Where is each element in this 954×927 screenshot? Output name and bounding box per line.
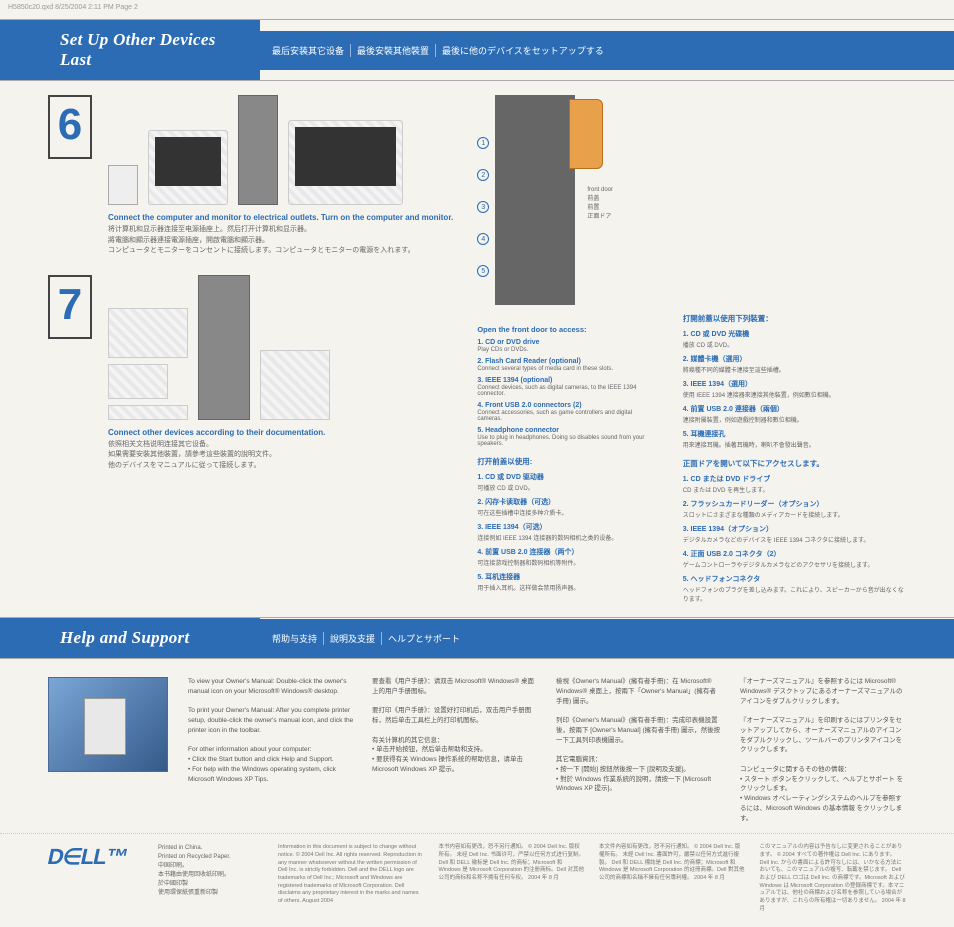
dell-logo-icon: D∈LL™ <box>45 844 141 870</box>
help-title-langs: 帮助与支持 說明及支援 ヘルプとサポート <box>260 619 954 658</box>
access-en-1: 1. CD or DVD drive <box>477 339 652 346</box>
step6-caption-cn: 将计算机和显示器连接至电源插座上。然后打开计算机和显示器。 <box>108 225 453 236</box>
manual-thumbnail-icon <box>48 677 168 772</box>
access-cn-5: 5. 耳机连接器 <box>477 572 652 582</box>
door-label-en: front door <box>587 187 613 193</box>
print-meta: H5850c20.qxd 8/25/2004 2:11 PM Page 2 <box>0 0 954 15</box>
step6-caption-en: Connect the computer and monitor to elec… <box>108 213 453 222</box>
footer: D∈LL™ Printed in China. Printed on Recyc… <box>0 833 954 927</box>
section-bar-setup: Set Up Other Devices Last 最后安装其它设备 最後安裝其… <box>0 19 954 81</box>
step7-caption-en: Connect other devices according to their… <box>108 428 453 437</box>
access-cn-list: 1. CD 或 DVD 驱动器可播放 CD 或 DVD。 2. 闪存卡读取器（可… <box>477 472 652 592</box>
help-col-cn: 要查看《用户手册》：请双击 Microsoft® Windows® 桌面上的用户… <box>372 677 538 823</box>
open-door-arrow-icon <box>569 99 603 169</box>
outlet-icon <box>108 165 138 205</box>
access-cn-1: 1. CD 或 DVD 驱动器 <box>477 472 652 482</box>
callout-5: 5 <box>477 265 489 277</box>
access-head-jp: 正面ドアを開いて以下にアクセスします。 <box>683 458 906 469</box>
step-6: 6 Connect the computer and monitor to el… <box>48 95 453 257</box>
help-lang-tw: 說明及支援 <box>323 632 375 645</box>
legal-jp: このマニュアルの内容は予告なしに変更されることがあります。 © 2004 すべて… <box>760 844 907 913</box>
legal-cn: 本书内容如有更改，恕不另行通知。 © 2004 Dell Inc. 版权所有。 … <box>439 844 586 913</box>
help-col-tw: 檢視《Owner's Manual》(擁有者手冊)：在 Microsoft® W… <box>556 677 722 823</box>
cable-detail-icon <box>260 350 330 420</box>
main-content: 6 Connect the computer and monitor to el… <box>0 85 954 613</box>
access-cn-2: 2. 闪存卡读取器（可选） <box>477 497 652 507</box>
access-tw-2: 2. 媒體卡機（選用） <box>683 354 906 364</box>
access-cn-3: 3. IEEE 1394（可选） <box>477 522 652 532</box>
access-tw-4: 4. 前置 USB 2.0 連接器（兩個） <box>683 404 906 414</box>
access-head-tw: 打開前蓋以使用下列裝置： <box>683 313 906 324</box>
step7-caption-cn: 依照相关文档说明连接其它设备。 <box>108 440 453 451</box>
lang-jp: 最後に他のデバイスをセットアップする <box>435 44 604 57</box>
step7-illustration <box>108 275 453 420</box>
access-en-4: 4. Front USB 2.0 connectors (2) <box>477 402 652 409</box>
access-en-list: 1. CD or DVD drivePlay CDs or DVDs. 2. F… <box>477 339 652 447</box>
step6-caption-jp: コンピュータとモニターをコンセントに接続します。コンピュータとモニターの電源を入… <box>108 246 453 257</box>
help-col-jp: 『オーナーズマニュアル』を参照するには Microsoft® Windows® … <box>740 677 906 823</box>
step7-caption-tw: 如果需要安裝其他裝置，請參考這些裝置的說明文件。 <box>108 450 453 461</box>
step-num-7: 7 <box>48 275 92 339</box>
tower-big-icon <box>495 95 575 305</box>
legal-tw: 本文件內容如有更改，恕不另行通知。 © 2004 Dell Inc. 版權所有。… <box>599 844 746 913</box>
step-7: 7 Connect other devices according to the… <box>48 275 453 472</box>
section-title-langs: 最后安装其它设备 最後安裝其他裝置 最後に他のデバイスをセットアップする <box>260 31 954 70</box>
access-tw-3: 3. IEEE 1394（選用） <box>683 379 906 389</box>
door-label-cn: 前盖 <box>587 193 613 202</box>
callout-4: 4 <box>477 233 489 245</box>
footer-legal: Information in this document is subject … <box>278 844 906 913</box>
help-lang-jp: ヘルプとサポート <box>381 632 460 645</box>
scanner-icon <box>108 405 188 420</box>
access-tw-1: 1. CD 或 DVD 光碟機 <box>683 329 906 339</box>
access-jp-4: 4. 正面 USB 2.0 コネクタ（2） <box>683 549 906 559</box>
monitor-large-icon <box>288 120 403 205</box>
callout-3: 3 <box>477 201 489 213</box>
step6-caption-tw: 將電腦和顯示器連接電源插座，開啟電腦和顯示器。 <box>108 236 453 247</box>
monitor-icon <box>148 130 228 205</box>
section-title: Set Up Other Devices Last <box>0 20 260 80</box>
callout-2: 2 <box>477 169 489 181</box>
tower-front-door: 1 2 3 4 5 front door 前盖 前置 正面ドア <box>477 95 652 305</box>
lang-tw: 最後安裝其他裝置 <box>350 44 429 57</box>
access-jp-2: 2. フラッシュカードリーダー（オプション） <box>683 499 906 509</box>
tower-icon <box>238 95 278 205</box>
access-en-3: 3. IEEE 1394 (optional) <box>477 377 652 384</box>
camera-icon <box>108 364 168 399</box>
access-jp-1: 1. CD または DVD ドライブ <box>683 474 906 484</box>
access-tw-5: 5. 耳機連接孔 <box>683 429 906 439</box>
help-section: To view your Owner's Manual: Double-clic… <box>0 663 954 827</box>
access-en-2: 2. Flash Card Reader (optional) <box>477 358 652 365</box>
access-head-en: Open the front door to access: <box>477 325 652 334</box>
help-title: Help and Support <box>0 618 260 658</box>
legal-en: Information in this document is subject … <box>278 844 425 913</box>
access-cn-4: 4. 前置 USB 2.0 连接器（两个） <box>477 547 652 557</box>
access-jp-5: 5. ヘッドフォンコネクタ <box>683 574 906 584</box>
access-tw-jp-lists: 打開前蓋以使用下列裝置： 1. CD 或 DVD 光碟機播放 CD 或 DVD。… <box>683 313 906 603</box>
access-head-cn: 打开前盖以使用: <box>477 456 652 467</box>
tower-back-icon <box>198 275 250 420</box>
access-jp-3: 3. IEEE 1394（オプション） <box>683 524 906 534</box>
step6-illustration <box>108 95 453 205</box>
door-label-jp: 正面ドア <box>587 211 613 220</box>
help-lang-cn: 帮助与支持 <box>272 632 317 645</box>
callout-1: 1 <box>477 137 489 149</box>
lang-cn: 最后安装其它设备 <box>272 44 344 57</box>
help-col-en: To view your Owner's Manual: Double-clic… <box>188 677 354 823</box>
access-en-5: 5. Headphone connector <box>477 427 652 434</box>
printer-icon <box>108 308 188 358</box>
door-label-tw: 前置 <box>587 202 613 211</box>
footer-print-info: Printed in China. Printed on Recycled Pa… <box>158 844 258 898</box>
section-bar-help: Help and Support 帮助与支持 說明及支援 ヘルプとサポート <box>0 617 954 659</box>
step7-caption-jp: 他のデバイスをマニュアルに従って接続します。 <box>108 461 453 472</box>
step-num-6: 6 <box>48 95 92 159</box>
